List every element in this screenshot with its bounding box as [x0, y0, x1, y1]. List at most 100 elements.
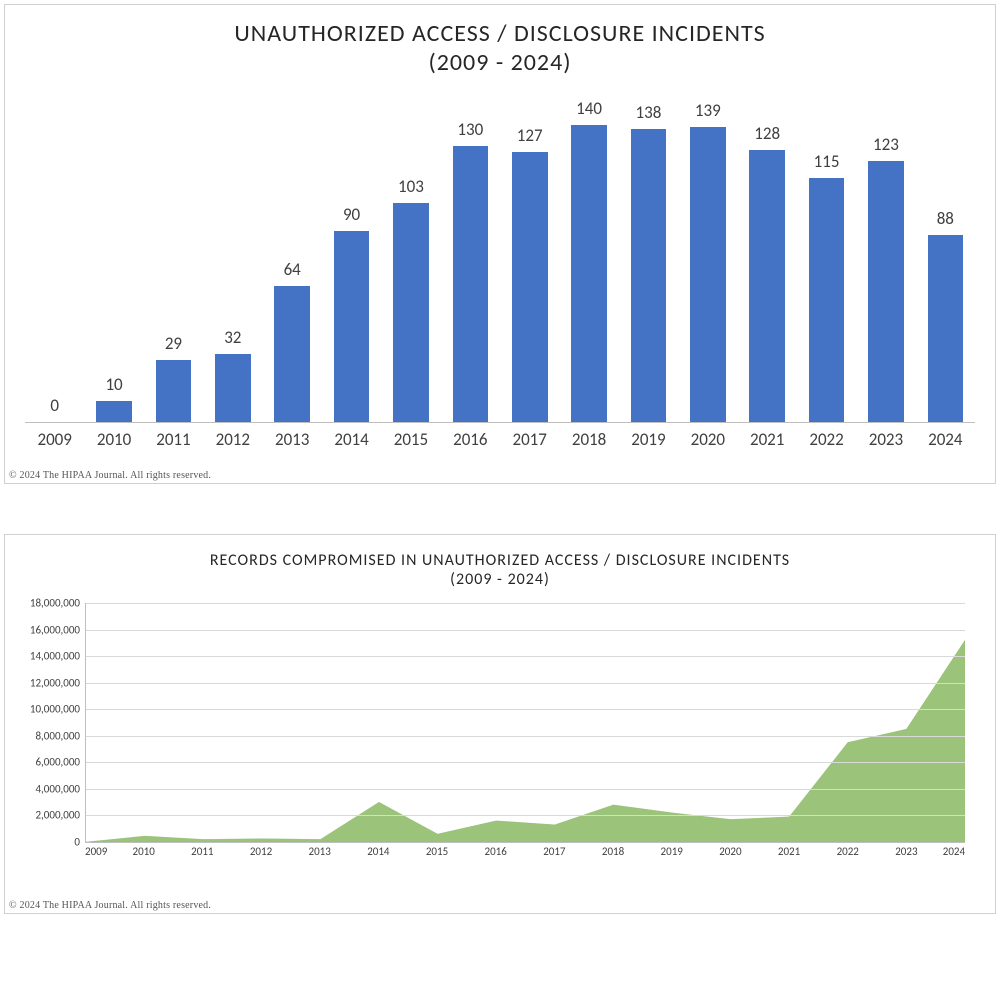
area-x-tick: 2011 — [173, 845, 232, 858]
bar-x-tick: 2009 — [25, 429, 84, 450]
area-y-tick-label: 18,000,000 — [30, 597, 86, 610]
bar-chart-title-line2: (2009 - 2024) — [5, 48, 995, 77]
bar-x-tick: 2014 — [322, 429, 381, 450]
bar-value-label: 127 — [517, 125, 543, 146]
bar-2014: 90 — [322, 204, 381, 422]
bar-2013: 64 — [263, 259, 322, 422]
bar-rect — [393, 203, 429, 422]
area-chart-plot-area: 02,000,0004,000,0006,000,0008,000,00010,… — [85, 603, 965, 843]
bar-value-label: 29 — [165, 333, 182, 354]
area-gridline — [86, 709, 965, 710]
bar-2021: 128 — [738, 123, 797, 422]
area-chart-x-axis: 2009201020112012201320142015201620172018… — [85, 845, 965, 858]
records-area-chart-panel: RECORDS COMPROMISED IN UNAUTHORIZED ACCE… — [4, 534, 996, 914]
bar-x-tick: 2019 — [619, 429, 678, 450]
area-x-tick: 2019 — [642, 845, 701, 858]
bar-2019: 138 — [619, 102, 678, 422]
bar-x-tick: 2022 — [797, 429, 856, 450]
area-path — [86, 640, 965, 842]
bar-chart-x-axis: 2009201020112012201320142015201620172018… — [25, 429, 975, 450]
bar-2017: 127 — [500, 125, 559, 422]
incidents-bar-chart-panel: UNAUTHORIZED ACCESS / DISCLOSURE INCIDEN… — [4, 4, 996, 484]
area-x-tick: 2009 — [85, 845, 114, 858]
area-x-tick: 2010 — [114, 845, 173, 858]
bar-x-tick: 2020 — [678, 429, 737, 450]
bar-x-tick: 2015 — [381, 429, 440, 450]
bar-x-tick: 2010 — [84, 429, 143, 450]
area-chart-svg — [86, 603, 965, 842]
area-chart-title-line1: RECORDS COMPROMISED IN UNAUTHORIZED ACCE… — [5, 551, 995, 570]
bar-value-label: 88 — [937, 208, 954, 229]
area-chart-copyright: © 2024 The HIPAA Journal. All rights res… — [9, 900, 211, 911]
bar-rect — [571, 125, 607, 423]
area-gridline — [86, 656, 965, 657]
area-x-tick: 2022 — [818, 845, 877, 858]
bar-2016: 130 — [441, 119, 500, 422]
area-gridline — [86, 762, 965, 763]
bar-value-label: 138 — [636, 102, 662, 123]
area-x-tick: 2015 — [408, 845, 467, 858]
bar-value-label: 140 — [576, 98, 602, 119]
bar-value-label: 115 — [814, 151, 840, 172]
area-y-tick-label: 14,000,000 — [30, 650, 86, 663]
bar-rect — [453, 146, 489, 422]
area-gridline — [86, 815, 965, 816]
area-gridline — [86, 630, 965, 631]
bar-chart-copyright: © 2024 The HIPAA Journal. All rights res… — [9, 470, 211, 481]
bar-x-tick: 2011 — [144, 429, 203, 450]
bar-x-tick: 2023 — [856, 429, 915, 450]
area-y-tick-label: 8,000,000 — [35, 729, 86, 742]
area-y-tick-label: 2,000,000 — [35, 809, 86, 822]
area-y-tick-label: 6,000,000 — [35, 756, 86, 769]
bar-2009: 0 — [25, 395, 84, 422]
area-x-tick: 2018 — [584, 845, 643, 858]
area-x-tick: 2014 — [349, 845, 408, 858]
area-y-tick-label: 10,000,000 — [30, 703, 86, 716]
bar-2012: 32 — [203, 327, 262, 422]
bar-2018: 140 — [559, 98, 618, 423]
bar-x-tick: 2016 — [441, 429, 500, 450]
area-x-tick: 2013 — [290, 845, 349, 858]
bar-rect — [274, 286, 310, 422]
bar-x-tick: 2021 — [738, 429, 797, 450]
area-x-tick: 2023 — [877, 845, 936, 858]
bar-2022: 115 — [797, 151, 856, 422]
bar-x-tick: 2024 — [916, 429, 975, 450]
bar-x-tick: 2012 — [203, 429, 262, 450]
area-chart-title-line2: (2009 - 2024) — [5, 570, 995, 589]
bar-rect — [512, 152, 548, 422]
bar-value-label: 103 — [398, 176, 424, 197]
area-gridline — [86, 736, 965, 737]
area-gridline — [86, 789, 965, 790]
bar-rect — [215, 354, 251, 422]
bar-rect — [690, 127, 726, 422]
bar-2010: 10 — [84, 374, 143, 422]
area-x-tick: 2020 — [701, 845, 760, 858]
area-gridline — [86, 683, 965, 684]
bar-rect — [809, 178, 845, 422]
area-chart-title: RECORDS COMPROMISED IN UNAUTHORIZED ACCE… — [5, 535, 995, 589]
area-x-tick: 2016 — [466, 845, 525, 858]
bar-value-label: 10 — [105, 374, 122, 395]
bar-value-label: 0 — [50, 395, 59, 416]
bar-rect — [928, 235, 964, 422]
bar-x-tick: 2017 — [500, 429, 559, 450]
area-y-tick-label: 12,000,000 — [30, 676, 86, 689]
bar-value-label: 64 — [284, 259, 301, 280]
bar-rect — [749, 150, 785, 422]
bar-2011: 29 — [144, 333, 203, 422]
bar-2023: 123 — [856, 134, 915, 422]
area-x-tick: 2024 — [936, 845, 965, 858]
bar-chart-title: UNAUTHORIZED ACCESS / DISCLOSURE INCIDEN… — [5, 5, 995, 77]
bar-rect — [334, 231, 370, 422]
bar-x-tick: 2013 — [263, 429, 322, 450]
bar-chart-title-line1: UNAUTHORIZED ACCESS / DISCLOSURE INCIDEN… — [5, 19, 995, 48]
bar-value-label: 139 — [695, 100, 721, 121]
bar-rect — [96, 401, 132, 422]
bar-x-tick: 2018 — [559, 429, 618, 450]
area-x-tick: 2012 — [232, 845, 291, 858]
bar-rect — [631, 129, 667, 422]
bar-chart-plot-area: 0 10 29 32 64 90 103 130 127 140 138 139 128 115 123 88 — [25, 83, 975, 423]
bar-rect — [156, 360, 192, 422]
area-y-tick-label: 0 — [74, 836, 86, 849]
